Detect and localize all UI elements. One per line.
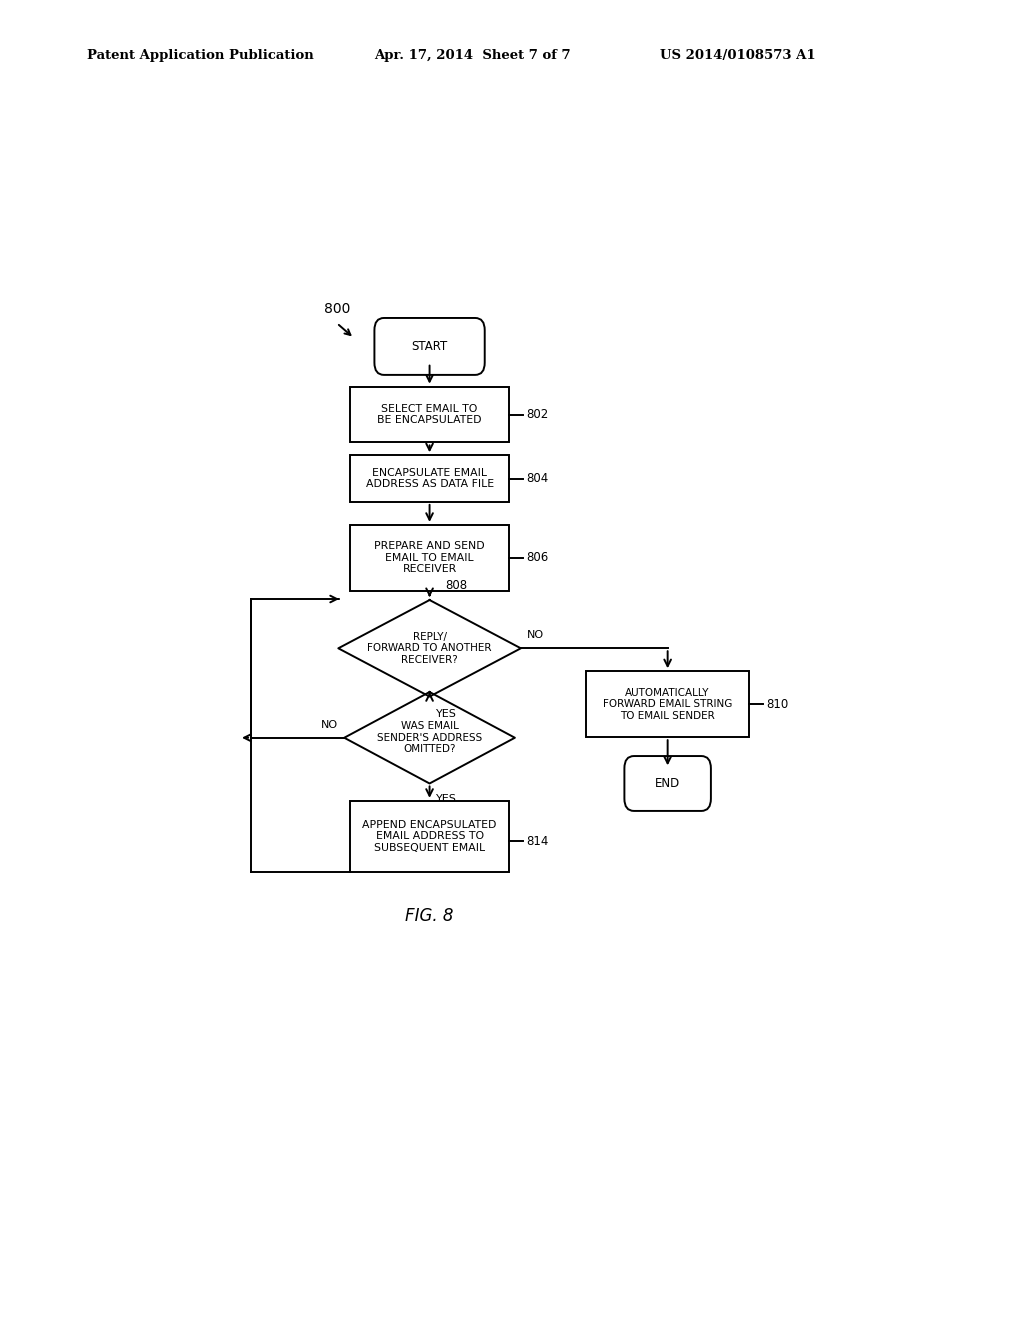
Text: 812: 812 bbox=[461, 809, 483, 822]
Text: APPEND ENCAPSULATED
EMAIL ADDRESS TO
SUBSEQUENT EMAIL: APPEND ENCAPSULATED EMAIL ADDRESS TO SUB… bbox=[362, 820, 497, 853]
Bar bbox=[350, 455, 509, 502]
Text: Apr. 17, 2014  Sheet 7 of 7: Apr. 17, 2014 Sheet 7 of 7 bbox=[374, 49, 570, 62]
Text: SELECT EMAIL TO
BE ENCAPSULATED: SELECT EMAIL TO BE ENCAPSULATED bbox=[377, 404, 482, 425]
Bar bbox=[587, 671, 749, 738]
Text: 802: 802 bbox=[526, 408, 549, 421]
Polygon shape bbox=[344, 692, 515, 784]
Text: 808: 808 bbox=[445, 579, 468, 591]
Text: YES: YES bbox=[436, 709, 457, 719]
Bar bbox=[350, 525, 509, 591]
Text: 800: 800 bbox=[324, 302, 350, 315]
Bar bbox=[350, 387, 509, 442]
Text: PREPARE AND SEND
EMAIL TO EMAIL
RECEIVER: PREPARE AND SEND EMAIL TO EMAIL RECEIVER bbox=[374, 541, 485, 574]
Text: END: END bbox=[655, 777, 680, 789]
Text: 804: 804 bbox=[526, 473, 549, 484]
Text: WAS EMAIL
SENDER'S ADDRESS
OMITTED?: WAS EMAIL SENDER'S ADDRESS OMITTED? bbox=[377, 721, 482, 754]
Text: 806: 806 bbox=[526, 552, 549, 565]
Text: 814: 814 bbox=[526, 836, 549, 847]
Text: Patent Application Publication: Patent Application Publication bbox=[87, 49, 313, 62]
Polygon shape bbox=[338, 601, 521, 697]
Text: NO: NO bbox=[321, 719, 338, 730]
Text: REPLY/
FORWARD TO ANOTHER
RECEIVER?: REPLY/ FORWARD TO ANOTHER RECEIVER? bbox=[368, 632, 492, 665]
Text: NO: NO bbox=[527, 630, 545, 640]
Text: 810: 810 bbox=[766, 698, 788, 710]
Text: US 2014/0108573 A1: US 2014/0108573 A1 bbox=[660, 49, 816, 62]
Text: ENCAPSULATE EMAIL
ADDRESS AS DATA FILE: ENCAPSULATE EMAIL ADDRESS AS DATA FILE bbox=[366, 467, 494, 490]
FancyBboxPatch shape bbox=[375, 318, 484, 375]
Text: FIG. 8: FIG. 8 bbox=[406, 907, 454, 924]
Text: AUTOMATICALLY
FORWARD EMAIL STRING
TO EMAIL SENDER: AUTOMATICALLY FORWARD EMAIL STRING TO EM… bbox=[603, 688, 732, 721]
Text: START: START bbox=[412, 341, 447, 352]
FancyBboxPatch shape bbox=[625, 756, 711, 810]
Text: YES: YES bbox=[436, 793, 457, 804]
Bar bbox=[350, 801, 509, 873]
